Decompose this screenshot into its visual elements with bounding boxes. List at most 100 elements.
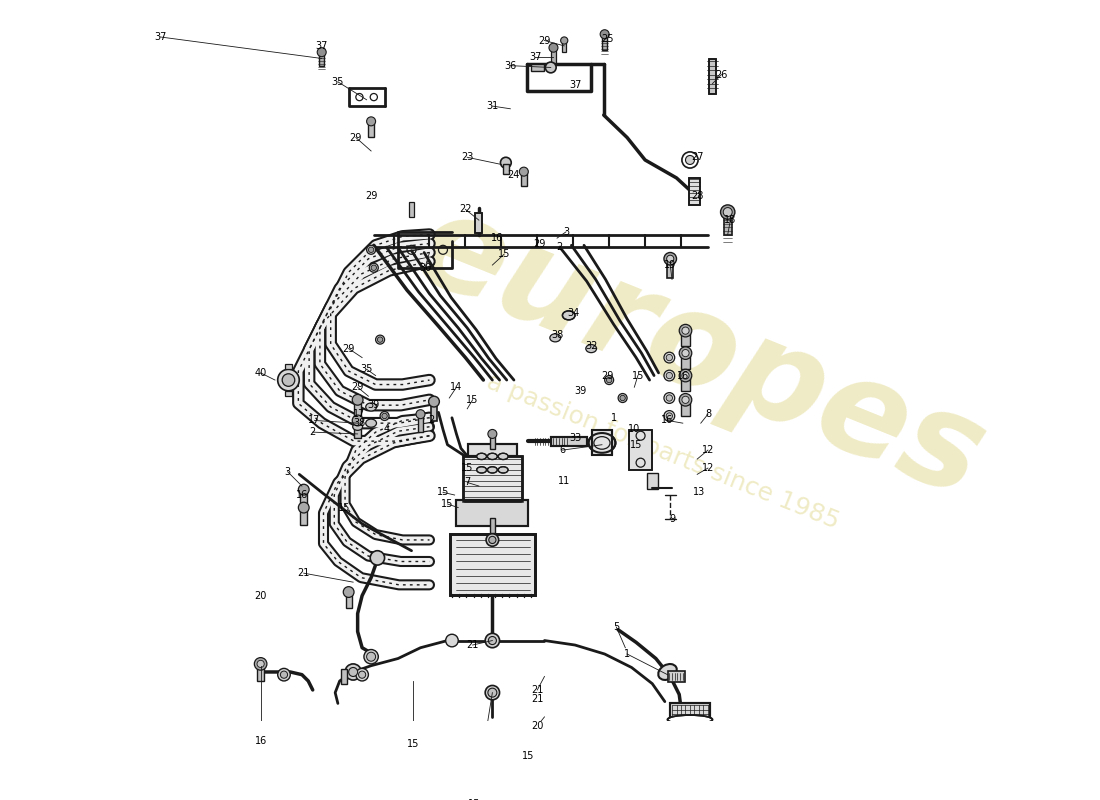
Bar [667, 258, 673, 278]
Text: 29: 29 [538, 35, 551, 46]
Text: 26: 26 [715, 70, 727, 80]
Circle shape [664, 253, 676, 265]
Bar [431, 402, 437, 422]
Bar [531, 64, 543, 70]
Circle shape [254, 658, 267, 670]
Ellipse shape [498, 466, 508, 473]
Ellipse shape [365, 419, 376, 427]
Ellipse shape [658, 664, 676, 680]
Circle shape [667, 354, 672, 361]
Bar [456, 501, 528, 526]
Bar [521, 170, 527, 186]
Text: 21: 21 [466, 640, 478, 650]
Text: 29: 29 [350, 133, 362, 142]
Text: 12: 12 [702, 445, 714, 455]
Text: 16: 16 [661, 415, 673, 426]
Bar [490, 518, 495, 533]
Circle shape [679, 347, 692, 359]
Bar [490, 433, 495, 450]
Circle shape [257, 660, 264, 667]
Ellipse shape [588, 433, 615, 453]
Ellipse shape [550, 334, 561, 342]
Bar [669, 671, 684, 682]
Bar [475, 213, 483, 233]
Text: 37: 37 [529, 52, 541, 62]
Circle shape [679, 370, 692, 382]
Bar [468, 444, 517, 456]
Ellipse shape [365, 403, 376, 411]
Bar [670, 703, 711, 730]
Circle shape [488, 688, 497, 697]
Text: 34: 34 [568, 308, 580, 318]
Text: 1: 1 [624, 649, 630, 659]
Bar [670, 703, 711, 730]
Text: 21: 21 [531, 685, 543, 695]
Bar [503, 163, 509, 174]
Text: 8: 8 [705, 409, 711, 419]
Bar [689, 178, 700, 205]
Text: 15: 15 [630, 440, 642, 450]
Circle shape [682, 327, 689, 334]
Circle shape [667, 373, 672, 378]
Text: 12: 12 [702, 463, 714, 473]
Bar [724, 210, 732, 235]
Bar [409, 202, 414, 217]
Circle shape [355, 668, 368, 681]
Bar [562, 40, 566, 52]
Text: 36: 36 [504, 61, 517, 70]
Text: 32: 32 [585, 341, 597, 351]
Circle shape [352, 394, 363, 405]
Text: europes: europes [396, 182, 1002, 525]
Text: 17: 17 [353, 409, 365, 419]
Text: 3: 3 [563, 227, 569, 237]
Circle shape [366, 117, 375, 126]
Text: 37: 37 [154, 32, 166, 42]
Text: 29: 29 [602, 370, 614, 381]
Circle shape [664, 393, 674, 403]
Text: 15: 15 [469, 799, 481, 800]
Text: 25: 25 [601, 34, 614, 44]
Text: 22: 22 [459, 204, 472, 214]
Ellipse shape [487, 454, 497, 459]
Text: 28: 28 [691, 191, 703, 201]
Circle shape [345, 664, 361, 680]
Text: 39: 39 [367, 400, 380, 410]
Bar [257, 663, 264, 681]
Circle shape [605, 375, 614, 385]
Ellipse shape [476, 454, 486, 459]
Ellipse shape [498, 454, 508, 459]
Text: 23: 23 [461, 152, 473, 162]
Text: 29: 29 [342, 344, 355, 354]
Text: 4: 4 [383, 423, 389, 434]
Circle shape [371, 550, 385, 565]
Circle shape [371, 265, 376, 270]
Text: 15: 15 [522, 750, 535, 761]
Circle shape [500, 158, 512, 168]
Text: 17: 17 [308, 415, 321, 426]
Circle shape [280, 671, 287, 678]
Circle shape [298, 484, 309, 495]
Ellipse shape [562, 311, 575, 320]
Text: 15: 15 [631, 370, 645, 381]
Circle shape [381, 411, 389, 421]
Text: 38: 38 [353, 418, 365, 428]
Text: 15: 15 [441, 499, 453, 509]
Circle shape [667, 413, 672, 419]
Circle shape [382, 414, 387, 418]
Circle shape [429, 396, 439, 407]
Bar [418, 414, 424, 432]
Bar [682, 333, 690, 346]
Bar [450, 534, 535, 594]
Ellipse shape [353, 423, 363, 430]
Text: 31: 31 [486, 101, 498, 111]
Circle shape [277, 370, 299, 391]
Bar [285, 391, 293, 396]
Circle shape [682, 396, 689, 403]
Circle shape [366, 246, 375, 254]
Circle shape [364, 650, 378, 664]
Circle shape [679, 394, 692, 406]
Text: 29: 29 [365, 191, 377, 201]
Bar [708, 59, 716, 94]
Bar [629, 430, 652, 470]
Bar [456, 501, 528, 526]
